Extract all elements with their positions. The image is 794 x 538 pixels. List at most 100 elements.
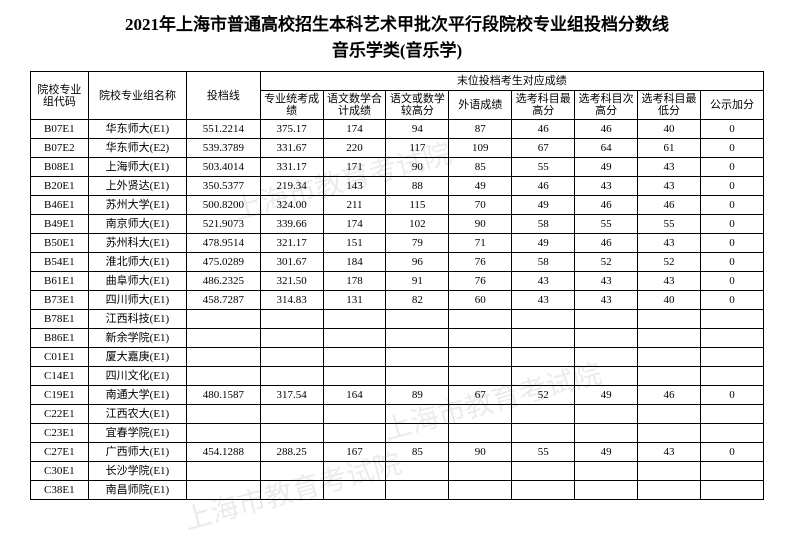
cell-cutoff: 521.9073 — [187, 215, 260, 234]
table-row: C19E1南通大学(E1)480.1587317.541648967524946… — [31, 386, 764, 405]
cell-code: C27E1 — [31, 443, 89, 462]
cell-cutoff: 454.1288 — [187, 443, 260, 462]
title-line2: 音乐学类(音乐学) — [30, 38, 764, 64]
cell-cutoff: 458.7287 — [187, 291, 260, 310]
cell-sub-6 — [638, 481, 701, 500]
cell-sub-6: 55 — [638, 215, 701, 234]
cell-sub-2: 82 — [386, 291, 449, 310]
table-row: B49E1南京师大(E1)521.9073339.661741029058555… — [31, 215, 764, 234]
cell-name: 苏州大学(E1) — [88, 196, 187, 215]
cell-name: 四川师大(E1) — [88, 291, 187, 310]
header-cutoff: 投档线 — [187, 72, 260, 120]
cell-sub-6 — [638, 310, 701, 329]
cell-sub-4: 52 — [512, 386, 575, 405]
cell-sub-7: 0 — [700, 386, 763, 405]
cell-name: 新余学院(E1) — [88, 329, 187, 348]
cell-code: B46E1 — [31, 196, 89, 215]
cell-code: C22E1 — [31, 405, 89, 424]
cell-sub-2: 117 — [386, 139, 449, 158]
cell-sub-2: 85 — [386, 443, 449, 462]
cell-sub-1 — [323, 462, 386, 481]
cell-sub-2: 94 — [386, 120, 449, 139]
cell-sub-5: 43 — [575, 177, 638, 196]
cell-sub-7: 0 — [700, 158, 763, 177]
cell-cutoff: 350.5377 — [187, 177, 260, 196]
cell-code: C23E1 — [31, 424, 89, 443]
cell-sub-0: 324.00 — [260, 196, 323, 215]
cell-code: B07E2 — [31, 139, 89, 158]
cell-name: 华东师大(E1) — [88, 120, 187, 139]
cell-cutoff — [187, 405, 260, 424]
cell-cutoff — [187, 481, 260, 500]
cell-sub-7: 0 — [700, 272, 763, 291]
table-row: B54E1淮北师大(E1)475.0289301.671849676585252… — [31, 253, 764, 272]
cell-name: 四川文化(E1) — [88, 367, 187, 386]
cell-sub-5 — [575, 348, 638, 367]
cell-code: B07E1 — [31, 120, 89, 139]
header-sub-3: 外语成绩 — [449, 91, 512, 120]
cell-name: 广西师大(E1) — [88, 443, 187, 462]
cell-sub-2: 90 — [386, 158, 449, 177]
cell-sub-4: 58 — [512, 215, 575, 234]
cell-sub-6: 43 — [638, 443, 701, 462]
cell-sub-3: 70 — [449, 196, 512, 215]
cell-name: 江西科技(E1) — [88, 310, 187, 329]
cell-sub-2 — [386, 310, 449, 329]
cell-code: B08E1 — [31, 158, 89, 177]
cell-code: C38E1 — [31, 481, 89, 500]
cell-name: 苏州科大(E1) — [88, 234, 187, 253]
cell-sub-6 — [638, 405, 701, 424]
table-row: C14E1四川文化(E1) — [31, 367, 764, 386]
cell-sub-1: 151 — [323, 234, 386, 253]
cell-sub-2 — [386, 348, 449, 367]
cell-sub-3: 90 — [449, 443, 512, 462]
cell-sub-0: 331.17 — [260, 158, 323, 177]
cell-sub-4: 49 — [512, 234, 575, 253]
cell-sub-7 — [700, 367, 763, 386]
cell-sub-3: 71 — [449, 234, 512, 253]
cell-sub-3: 76 — [449, 272, 512, 291]
cell-sub-0 — [260, 329, 323, 348]
cell-sub-4 — [512, 329, 575, 348]
cell-code: B49E1 — [31, 215, 89, 234]
cell-sub-5: 46 — [575, 120, 638, 139]
cell-sub-5 — [575, 329, 638, 348]
table-row: B46E1苏州大学(E1)500.8200324.002111157049464… — [31, 196, 764, 215]
cell-sub-0 — [260, 405, 323, 424]
cell-name: 上海师大(E1) — [88, 158, 187, 177]
cell-sub-1: 167 — [323, 443, 386, 462]
cell-sub-1 — [323, 348, 386, 367]
cell-sub-2 — [386, 367, 449, 386]
cell-sub-5: 43 — [575, 291, 638, 310]
table-row: B07E2华东师大(E2)539.3789331.672201171096764… — [31, 139, 764, 158]
cell-sub-7 — [700, 481, 763, 500]
page-title: 2021年上海市普通高校招生本科艺术甲批次平行段院校专业组投档分数线 音乐学类(… — [30, 12, 764, 63]
cell-sub-5: 55 — [575, 215, 638, 234]
cell-name: 宜春学院(E1) — [88, 424, 187, 443]
cell-sub-1: 164 — [323, 386, 386, 405]
cell-sub-7: 0 — [700, 291, 763, 310]
cell-sub-6 — [638, 348, 701, 367]
cell-sub-4: 46 — [512, 177, 575, 196]
cell-sub-4 — [512, 310, 575, 329]
cell-sub-1 — [323, 329, 386, 348]
cell-sub-1: 178 — [323, 272, 386, 291]
cell-sub-6: 40 — [638, 291, 701, 310]
cell-cutoff: 551.2214 — [187, 120, 260, 139]
cell-sub-0 — [260, 481, 323, 500]
cell-sub-0: 288.25 — [260, 443, 323, 462]
cell-sub-3: 90 — [449, 215, 512, 234]
cell-sub-4 — [512, 367, 575, 386]
cell-sub-4 — [512, 462, 575, 481]
cell-sub-2 — [386, 424, 449, 443]
cell-sub-3: 60 — [449, 291, 512, 310]
cell-cutoff: 539.3789 — [187, 139, 260, 158]
cell-sub-4: 43 — [512, 291, 575, 310]
cell-sub-0 — [260, 424, 323, 443]
cell-sub-5: 49 — [575, 386, 638, 405]
cell-sub-7: 0 — [700, 139, 763, 158]
cell-sub-4 — [512, 481, 575, 500]
cell-name: 南通大学(E1) — [88, 386, 187, 405]
cell-sub-1 — [323, 405, 386, 424]
cell-sub-0 — [260, 367, 323, 386]
